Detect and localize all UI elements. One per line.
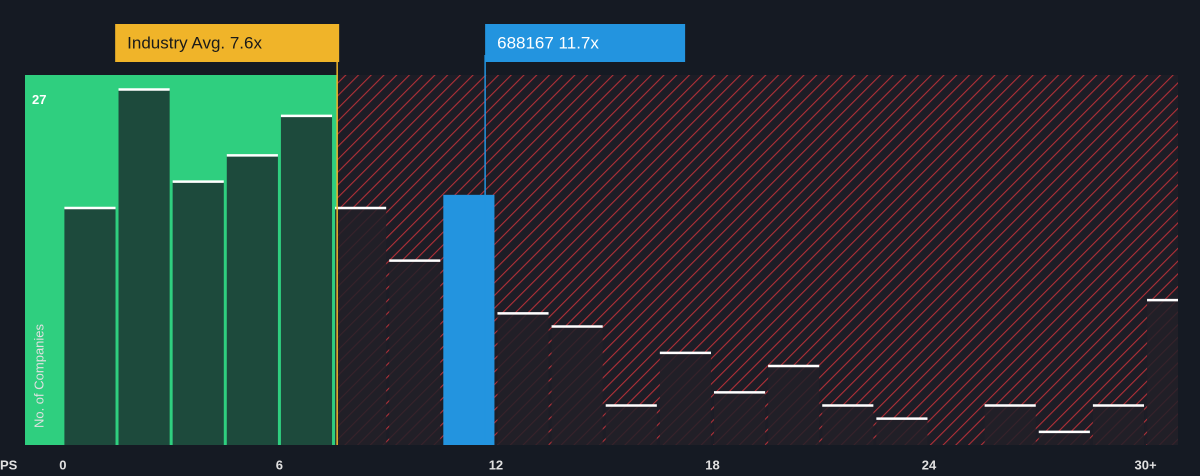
bar: [64, 207, 116, 445]
bar: [876, 418, 928, 445]
y-tick-label: 27: [32, 92, 46, 107]
annotation-label: Industry Avg. 7.6x: [127, 33, 262, 52]
bar: [768, 365, 820, 445]
x-tick-label: 30+: [1134, 457, 1156, 472]
bar: [1038, 431, 1090, 445]
bar: [443, 194, 495, 445]
x-tick-label: 24: [922, 457, 937, 472]
y-axis-label: No. of Companies: [31, 323, 46, 428]
bar: [551, 326, 603, 445]
bar: [389, 260, 441, 445]
bar: [605, 405, 657, 445]
bar: [226, 155, 278, 445]
x-tick-label: 12: [489, 457, 503, 472]
x-tick-label: 0: [59, 457, 66, 472]
bar: [659, 352, 711, 445]
x-axis-label: PS: [0, 457, 18, 472]
bar: [172, 181, 224, 445]
bar: [118, 89, 170, 445]
bar: [1092, 405, 1145, 445]
bar: [713, 392, 766, 445]
annotation-box: [115, 24, 340, 62]
annotation-box: [485, 24, 686, 62]
bar: [1147, 300, 1178, 445]
x-tick-label: 6: [276, 457, 283, 472]
bar: [822, 405, 874, 445]
bar: [984, 405, 1036, 445]
annotation-label: 688167 11.7x: [497, 33, 599, 52]
x-tick-label: 18: [705, 457, 719, 472]
bar: [497, 313, 549, 445]
bar: [335, 207, 387, 445]
bar: [280, 115, 333, 445]
